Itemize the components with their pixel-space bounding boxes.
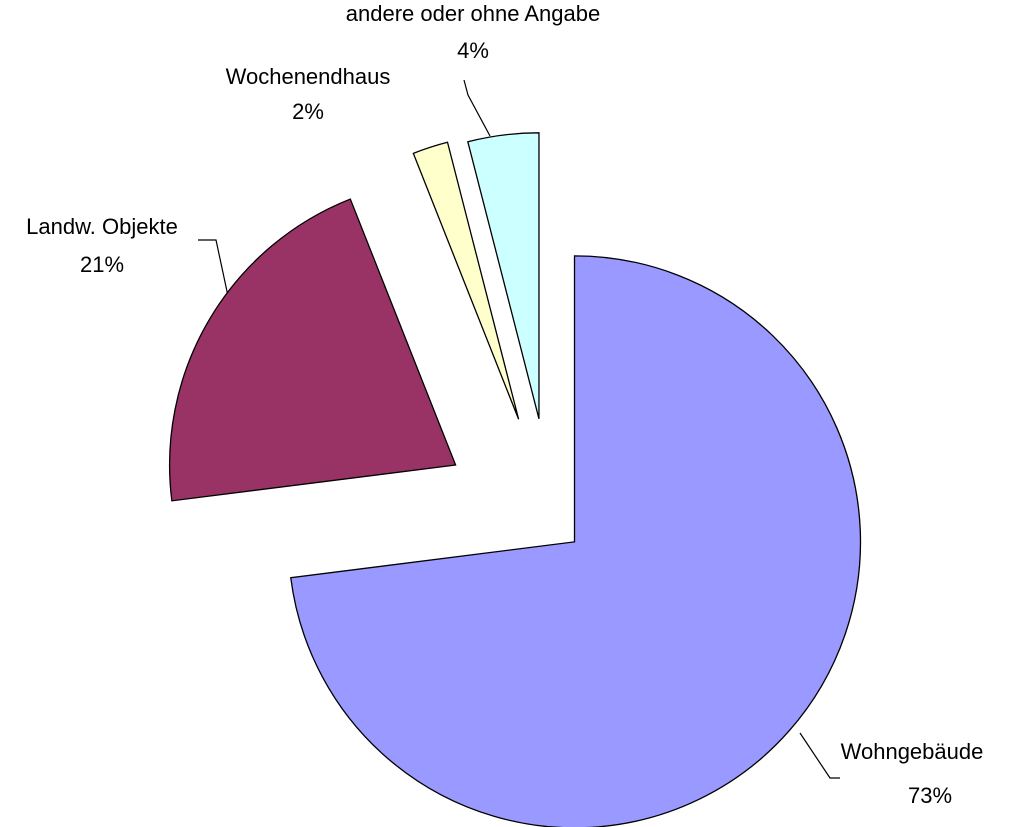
pie-slice — [412, 141, 520, 420]
slice-value-label: 2% — [292, 99, 324, 124]
pie-slice — [290, 255, 862, 827]
slice-label: andere oder ohne Angabe — [346, 1, 600, 26]
slice-value-label: 21% — [80, 252, 124, 277]
leader-line — [198, 239, 229, 297]
slice-value-label: 4% — [457, 38, 489, 63]
leader-line — [463, 79, 491, 137]
slice-label: Wochenendhaus — [226, 64, 391, 89]
slice-label: Wohngebäude — [841, 739, 984, 764]
slice-label: Landw. Objekte — [26, 214, 178, 239]
leader-line — [799, 732, 840, 779]
slice-value-label: 73% — [908, 783, 952, 808]
pie-slice — [467, 132, 540, 419]
pie-slice — [169, 198, 457, 502]
